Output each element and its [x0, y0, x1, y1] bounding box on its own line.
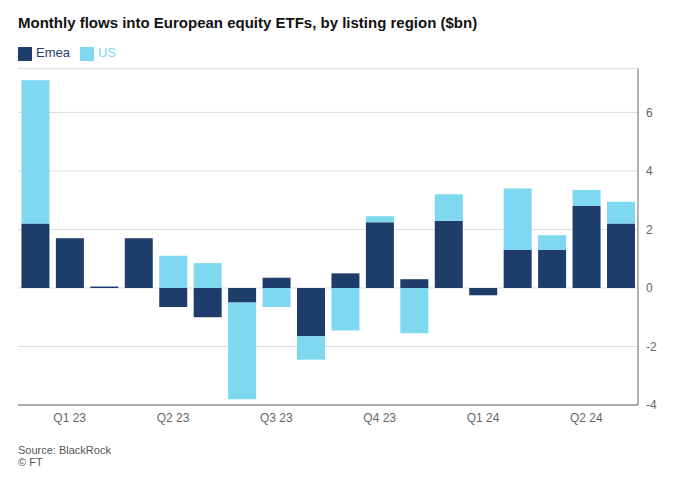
svg-text:Q2 24: Q2 24 — [570, 411, 603, 425]
svg-text:-2: -2 — [646, 340, 657, 354]
svg-text:0: 0 — [646, 281, 653, 295]
html-text:Monthly flows into European eq: Monthly flows into European equity ETFs,… — [18, 14, 478, 31]
html-text:Emea: Emea — [36, 45, 70, 60]
svg-text:Q4 23: Q4 23 — [363, 411, 396, 425]
html-text:Source: BlackRock: Source: BlackRock — [18, 444, 111, 456]
svg-text:Q1 24: Q1 24 — [467, 411, 500, 425]
svg-text:6: 6 — [646, 106, 653, 120]
svg-text:-4: -4 — [646, 398, 657, 412]
html-text:US: US — [98, 45, 116, 60]
svg-text:Q2 23: Q2 23 — [157, 411, 190, 425]
svg-text:Q3 23: Q3 23 — [260, 411, 293, 425]
svg-text:2: 2 — [646, 223, 653, 237]
svg-text:4: 4 — [646, 164, 653, 178]
svg-text:Q1 23: Q1 23 — [53, 411, 86, 425]
html-text:© FT: © FT — [18, 456, 43, 468]
